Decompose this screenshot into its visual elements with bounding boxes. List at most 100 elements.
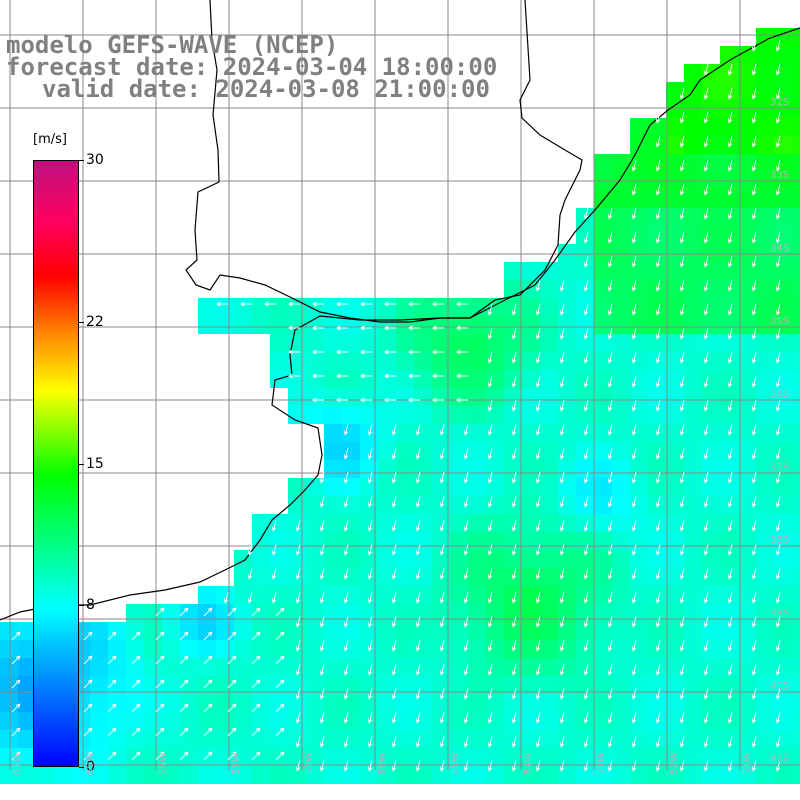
wind-cell bbox=[720, 766, 738, 784]
wind-arrow bbox=[751, 735, 757, 748]
wind-arrow bbox=[631, 399, 637, 412]
wind-cell bbox=[738, 136, 756, 154]
wind-cell bbox=[738, 640, 756, 658]
wind-cell bbox=[540, 334, 558, 352]
wind-cell bbox=[288, 766, 306, 784]
wind-cell bbox=[396, 478, 414, 496]
wind-arrow bbox=[179, 703, 189, 713]
wind-arrow bbox=[775, 255, 781, 268]
wind-arrow bbox=[679, 735, 685, 748]
wind-arrow bbox=[727, 567, 733, 580]
wind-cell bbox=[648, 406, 666, 424]
wind-cell bbox=[432, 676, 450, 694]
wind-cell bbox=[540, 514, 558, 532]
wind-cell bbox=[774, 550, 792, 568]
wind-cell bbox=[756, 496, 774, 514]
wind-cell bbox=[414, 622, 432, 640]
wind-cell bbox=[522, 532, 540, 550]
wind-cell bbox=[756, 136, 774, 154]
wind-cell bbox=[558, 334, 576, 352]
wind-cell bbox=[360, 766, 378, 784]
wind-cell bbox=[270, 712, 288, 730]
wind-arrow bbox=[775, 231, 781, 244]
wind-cell bbox=[720, 262, 738, 280]
wind-cell bbox=[576, 460, 594, 478]
wind-cell bbox=[666, 658, 684, 676]
wind-arrow bbox=[655, 543, 661, 556]
wind-cell bbox=[342, 478, 360, 496]
wind-cell bbox=[252, 568, 270, 586]
wind-arrow bbox=[655, 255, 661, 268]
wind-cell bbox=[162, 604, 180, 622]
wind-arrow bbox=[583, 567, 589, 580]
wind-cell bbox=[576, 244, 594, 262]
wind-arrow bbox=[679, 591, 685, 604]
wind-arrow bbox=[487, 447, 493, 460]
colorbar-tick-label: 30 bbox=[86, 152, 104, 168]
wind-cell bbox=[126, 604, 144, 622]
wind-cell bbox=[792, 28, 800, 46]
wind-cell bbox=[18, 694, 36, 712]
wind-cell bbox=[702, 748, 720, 766]
wind-cell bbox=[684, 64, 702, 82]
wind-cell bbox=[162, 676, 180, 694]
wind-arrow bbox=[312, 325, 324, 331]
wind-cell bbox=[792, 244, 800, 262]
wind-cell bbox=[324, 766, 342, 784]
wind-arrow bbox=[631, 591, 637, 604]
wind-arrow bbox=[487, 687, 493, 700]
wind-arrow bbox=[312, 397, 324, 403]
wind-cell bbox=[90, 730, 108, 748]
wind-arrow bbox=[319, 495, 325, 508]
wind-cell bbox=[270, 622, 288, 640]
wind-arrow bbox=[751, 279, 757, 292]
wind-cell bbox=[792, 298, 800, 316]
wind-arrow bbox=[360, 373, 372, 379]
wind-arrow bbox=[703, 471, 709, 484]
wind-cell bbox=[468, 478, 486, 496]
wind-arrow bbox=[203, 679, 213, 689]
wind-cell bbox=[612, 748, 630, 766]
wind-cell bbox=[648, 226, 666, 244]
wind-cell bbox=[738, 424, 756, 442]
wind-arrow bbox=[312, 373, 324, 379]
wind-cell bbox=[522, 550, 540, 568]
wind-cell bbox=[558, 406, 576, 424]
wind-cell bbox=[684, 406, 702, 424]
wind-cell bbox=[648, 460, 666, 478]
wind-cell bbox=[720, 622, 738, 640]
wind-arrow bbox=[288, 349, 300, 355]
wind-cell bbox=[234, 550, 252, 568]
wind-cell bbox=[756, 550, 774, 568]
wind-cell bbox=[540, 532, 558, 550]
wind-cell bbox=[576, 514, 594, 532]
wind-cell bbox=[684, 154, 702, 172]
wind-cell bbox=[378, 316, 396, 334]
wind-cell bbox=[684, 658, 702, 676]
wind-arrow bbox=[336, 325, 348, 331]
wind-cell bbox=[774, 118, 792, 136]
longitude-label: 57W bbox=[304, 752, 315, 775]
wind-arrow bbox=[463, 447, 469, 460]
wind-arrow bbox=[751, 495, 757, 508]
wind-cell bbox=[468, 496, 486, 514]
wind-cell bbox=[648, 748, 666, 766]
wind-arrow bbox=[511, 327, 517, 340]
wind-arrow bbox=[751, 39, 757, 52]
wind-cell bbox=[306, 604, 324, 622]
wind-cell bbox=[594, 262, 612, 280]
wind-cell bbox=[450, 730, 468, 748]
wind-cell bbox=[180, 658, 198, 676]
wind-arrow bbox=[631, 663, 637, 676]
wind-cell bbox=[756, 208, 774, 226]
wind-cell bbox=[252, 766, 270, 784]
wind-cell bbox=[450, 550, 468, 568]
wind-cell bbox=[648, 676, 666, 694]
wind-arrow bbox=[607, 447, 613, 460]
wind-cell bbox=[792, 136, 800, 154]
wind-arrow bbox=[655, 351, 661, 364]
wind-arrow bbox=[415, 615, 421, 628]
wind-cell bbox=[18, 748, 36, 766]
longitude-label: 60W bbox=[85, 752, 96, 775]
wind-cell bbox=[342, 352, 360, 370]
